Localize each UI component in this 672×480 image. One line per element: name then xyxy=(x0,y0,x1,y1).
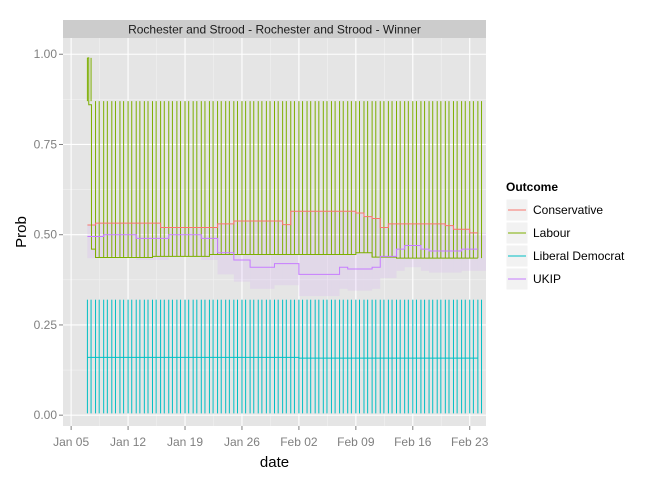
labour-line xyxy=(87,57,478,259)
y-tick-label: 0.25 xyxy=(34,318,58,332)
x-tick-label: Jan 26 xyxy=(224,435,260,449)
x-tick-label: Feb 02 xyxy=(280,435,318,449)
x-axis-title: date xyxy=(260,454,289,471)
series-lines xyxy=(87,57,478,359)
x-tick-label: Feb 23 xyxy=(451,435,489,449)
legend-label-conservative: Conservative xyxy=(533,203,603,217)
x-axis: Jan 05 Jan 12 Jan 19 Jan 26 Feb 02 Feb 09 Feb … xyxy=(53,426,489,449)
liberal-democrat-line xyxy=(87,356,478,359)
y-axis: 0.00 0.25 0.50 0.75 1.00 xyxy=(34,47,63,422)
legend-label-liberal-democrat: Liberal Democrat xyxy=(533,249,625,263)
legend-label-labour: Labour xyxy=(533,226,570,240)
spike-lines xyxy=(86,57,483,414)
strip-background xyxy=(63,20,486,38)
conservative-line xyxy=(87,210,478,234)
ukip-ribbon-band xyxy=(363,216,373,291)
legend-title: Outcome xyxy=(506,180,558,194)
y-tick-label: 0.75 xyxy=(34,137,58,151)
x-tick-label: Feb 16 xyxy=(394,435,432,449)
x-tick-label: Feb 09 xyxy=(337,435,375,449)
y-tick-label: 1.00 xyxy=(34,47,58,61)
y-axis-title: Prob xyxy=(13,216,30,248)
y-tick-label: 0.00 xyxy=(34,408,58,422)
x-tick-label: Jan 12 xyxy=(110,435,146,449)
legend: Outcome Conservative Labour Liberal Democr… xyxy=(505,180,625,291)
y-tick-label: 0.50 xyxy=(34,228,58,242)
chart-title: Rochester and Strood - Rochester and Str… xyxy=(128,23,421,37)
legend-label-ukip: UKIP xyxy=(533,272,561,286)
ukip-line xyxy=(87,234,478,275)
x-tick-label: Jan 05 xyxy=(53,435,89,449)
x-tick-label: Jan 19 xyxy=(167,435,203,449)
